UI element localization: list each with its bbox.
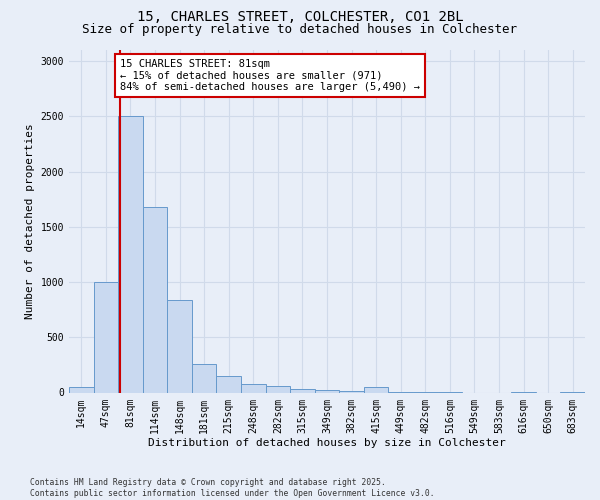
Text: 15, CHARLES STREET, COLCHESTER, CO1 2BL: 15, CHARLES STREET, COLCHESTER, CO1 2BL xyxy=(137,10,463,24)
Bar xyxy=(217,376,241,392)
Bar xyxy=(118,116,143,392)
Y-axis label: Number of detached properties: Number of detached properties xyxy=(25,124,35,319)
Text: 15 CHARLES STREET: 81sqm
← 15% of detached houses are smaller (971)
84% of semi-: 15 CHARLES STREET: 81sqm ← 15% of detach… xyxy=(120,59,420,92)
Bar xyxy=(315,390,339,392)
Bar xyxy=(192,364,217,392)
Bar xyxy=(167,300,192,392)
Bar xyxy=(94,282,118,393)
X-axis label: Distribution of detached houses by size in Colchester: Distribution of detached houses by size … xyxy=(148,438,506,448)
Bar xyxy=(69,387,94,392)
Text: Size of property relative to detached houses in Colchester: Size of property relative to detached ho… xyxy=(83,22,517,36)
Bar xyxy=(143,207,167,392)
Bar xyxy=(266,386,290,392)
Bar xyxy=(364,387,388,392)
Bar xyxy=(290,388,315,392)
Text: Contains HM Land Registry data © Crown copyright and database right 2025.
Contai: Contains HM Land Registry data © Crown c… xyxy=(30,478,434,498)
Bar xyxy=(241,384,266,392)
